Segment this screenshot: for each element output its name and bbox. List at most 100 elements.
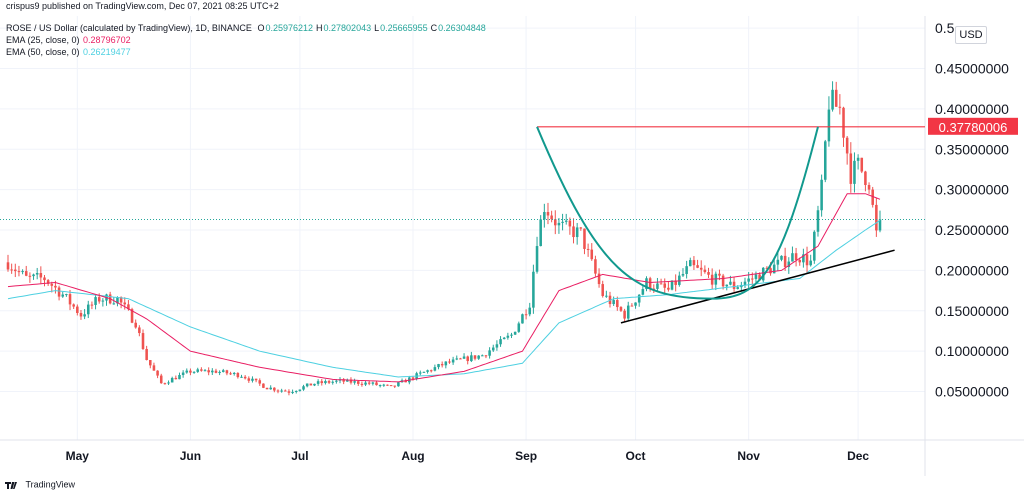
candle xyxy=(532,264,535,314)
candle xyxy=(637,294,641,307)
published-by-text: crispus9 published on TradingView.com, D… xyxy=(6,1,279,11)
candle xyxy=(699,260,703,277)
candle xyxy=(564,213,568,225)
candle-body xyxy=(583,228,586,249)
candle-body xyxy=(389,385,393,387)
candle-body xyxy=(875,204,878,231)
candle xyxy=(462,353,466,359)
candle xyxy=(149,359,152,369)
candle-body xyxy=(6,262,10,270)
candle-body xyxy=(14,269,17,272)
candle xyxy=(269,385,272,390)
candle-body xyxy=(335,380,338,382)
candle-body xyxy=(787,261,791,267)
candle xyxy=(543,203,546,228)
candle xyxy=(645,276,648,292)
ema50-legend-row[interactable]: EMA (50, close, 0) 0.26219477 xyxy=(6,47,131,58)
candle xyxy=(163,382,167,385)
candle xyxy=(39,266,43,285)
candle xyxy=(484,354,488,359)
candle-body xyxy=(845,137,849,154)
candle xyxy=(440,361,444,368)
candle-body xyxy=(641,289,645,295)
candle xyxy=(586,243,590,257)
ema50-line xyxy=(7,219,881,378)
candle-body xyxy=(10,269,13,271)
candle xyxy=(86,300,90,319)
candle-body xyxy=(601,284,604,296)
candle-body xyxy=(871,189,874,205)
candle-body xyxy=(356,381,360,384)
candle xyxy=(776,252,780,271)
candle-body xyxy=(827,109,831,142)
candle-body xyxy=(440,364,444,366)
candle xyxy=(378,384,382,388)
candle-body xyxy=(101,300,105,302)
candle xyxy=(601,280,604,298)
candle xyxy=(794,247,798,267)
candle xyxy=(196,367,200,373)
candle xyxy=(302,384,305,391)
candle-body xyxy=(674,280,677,285)
candle-body xyxy=(276,390,280,392)
candle-body xyxy=(579,227,583,229)
candle xyxy=(714,271,718,291)
currency-button[interactable]: USD xyxy=(955,26,987,44)
candle xyxy=(510,332,513,339)
candle xyxy=(663,278,667,294)
candle-body xyxy=(28,275,32,277)
candle-body xyxy=(265,387,269,390)
candle xyxy=(554,210,557,235)
candle xyxy=(298,389,302,392)
ohlc-key-c: C xyxy=(430,23,438,33)
candle-body xyxy=(192,371,196,373)
candle xyxy=(276,389,280,394)
candle xyxy=(513,331,517,336)
candle-body xyxy=(159,375,163,384)
candle-body xyxy=(225,370,229,374)
candle xyxy=(17,265,21,277)
candle-body xyxy=(364,382,367,385)
candle-body xyxy=(298,389,302,391)
candle xyxy=(791,246,794,262)
candle xyxy=(134,319,137,329)
candle xyxy=(353,378,356,385)
candle xyxy=(159,373,163,384)
candle-body xyxy=(732,281,736,289)
candle-body xyxy=(794,253,798,261)
candle xyxy=(419,370,422,376)
candle-body xyxy=(86,304,90,315)
candle-body xyxy=(181,372,185,376)
candle xyxy=(616,296,619,311)
candle-body xyxy=(586,248,590,250)
candle-body xyxy=(382,384,386,386)
candle-body xyxy=(127,304,130,310)
candle-body xyxy=(378,385,382,387)
candle xyxy=(229,371,232,375)
candle-body xyxy=(152,365,156,371)
candle-body xyxy=(163,383,167,385)
candle-body xyxy=(637,294,641,303)
candle-body xyxy=(568,220,572,227)
candle-body xyxy=(699,267,703,270)
y-tick-label: 0.5 xyxy=(935,20,955,36)
candle xyxy=(327,380,331,385)
candle-body xyxy=(287,391,291,393)
candle xyxy=(845,135,849,165)
candle-body xyxy=(831,89,834,110)
candle-body xyxy=(477,355,480,359)
candle xyxy=(630,303,634,307)
candle-body xyxy=(543,212,546,220)
candle-body xyxy=(546,212,550,216)
candle-body xyxy=(79,312,83,317)
candle xyxy=(575,222,579,245)
ohlc-key-l: L xyxy=(374,23,380,33)
candle-body xyxy=(506,335,510,338)
candle-body xyxy=(371,382,375,384)
candle xyxy=(57,285,61,301)
tradingview-footer[interactable]: TradingView xyxy=(4,479,75,490)
candle-body xyxy=(123,302,127,305)
ema25-legend-row[interactable]: EMA (25, close, 0) 0.28796702 xyxy=(6,35,131,46)
candle xyxy=(473,355,477,361)
